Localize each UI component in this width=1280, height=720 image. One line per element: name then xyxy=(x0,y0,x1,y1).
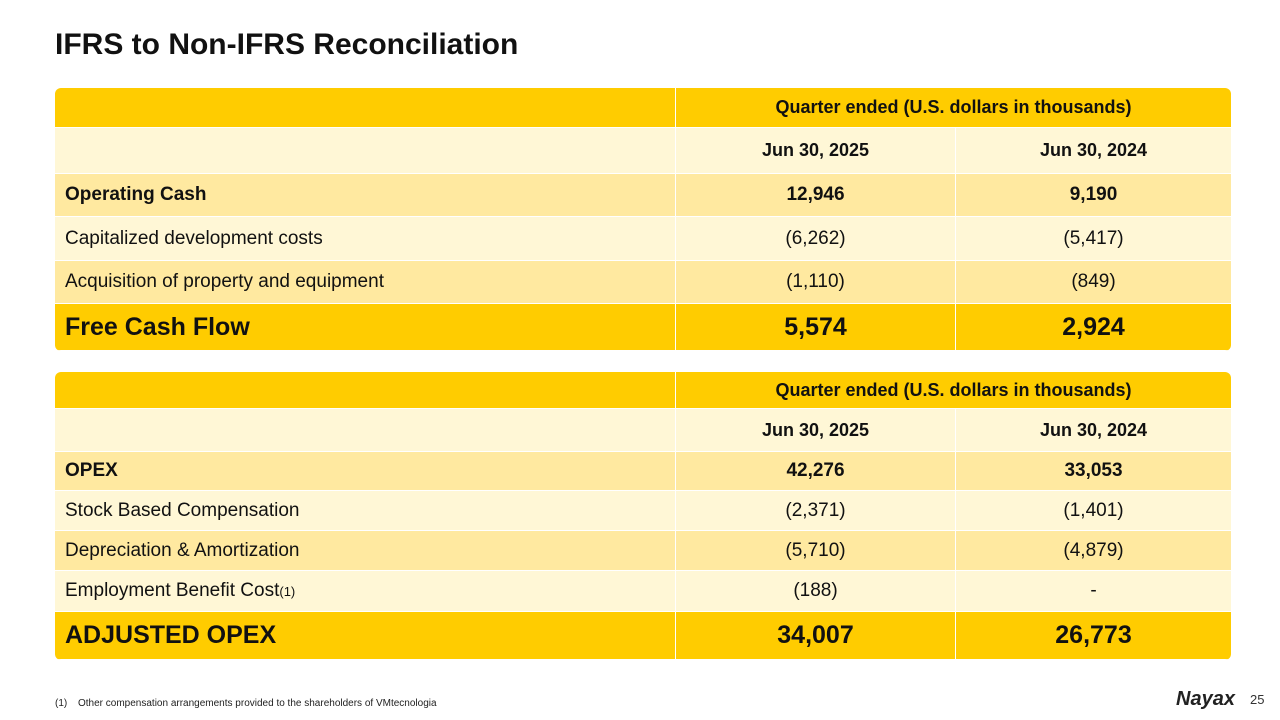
row-label: Employment Benefit Cost (1) xyxy=(55,571,675,611)
row-value: (5,417) xyxy=(955,217,1231,260)
data-row: Depreciation & Amortization (5,710) (4,879… xyxy=(55,531,1231,571)
row-value: - xyxy=(955,571,1231,611)
row-value: (2,371) xyxy=(675,491,955,530)
total-row: Free Cash Flow 5,574 2,924 xyxy=(55,304,1231,351)
data-row: Employment Benefit Cost (1) (188) - xyxy=(55,571,1231,612)
row-value: (6,262) xyxy=(675,217,955,260)
row-label-text: Stock Based Compensation xyxy=(65,499,300,521)
data-row: OPEX 42,276 33,053 xyxy=(55,452,1231,491)
data-row: Acquisition of property and equipment (1,… xyxy=(55,261,1231,304)
row-value: 33,053 xyxy=(955,452,1231,490)
title: IFRS to Non-IFRS Reconciliation xyxy=(55,28,519,61)
data-row: Operating Cash 12,946 9,190 xyxy=(55,174,1231,217)
footnote-marker: (1) xyxy=(55,698,68,709)
column-header-row: Jun 30, 2025 Jun 30, 2024 xyxy=(55,409,1231,452)
footnote-text: Other compensation arrangements provided… xyxy=(78,698,437,709)
group-header: Quarter ended (U.S. dollars in thousands… xyxy=(675,88,1231,127)
column-header: Jun 30, 2025 xyxy=(675,128,955,173)
row-value: (849) xyxy=(955,261,1231,303)
row-value: (5,710) xyxy=(675,531,955,570)
data-row: Stock Based Compensation (2,371) (1,401) xyxy=(55,491,1231,531)
total-value: 26,773 xyxy=(955,612,1231,659)
column-header-row: Jun 30, 2025 Jun 30, 2024 xyxy=(55,128,1231,174)
row-label-text: Operating Cash xyxy=(65,184,207,205)
column-header: Jun 30, 2025 xyxy=(675,409,955,451)
group-header-row: Quarter ended (U.S. dollars in thousands… xyxy=(55,372,1231,409)
row-label: Depreciation & Amortization xyxy=(55,531,675,570)
row-value: (1,110) xyxy=(675,261,955,303)
row-label: Stock Based Compensation xyxy=(55,491,675,530)
row-value: 9,190 xyxy=(955,174,1231,216)
row-label: Acquisition of property and equipment xyxy=(55,261,675,303)
row-label: Operating Cash xyxy=(55,174,675,216)
total-value: 5,574 xyxy=(675,304,955,350)
data-row: Capitalized development costs (6,262) (5,4… xyxy=(55,217,1231,261)
page-number: 25 xyxy=(1250,692,1265,707)
row-value: 12,946 xyxy=(675,174,955,216)
row-label: Capitalized development costs xyxy=(55,217,675,260)
total-label: Free Cash Flow xyxy=(65,312,250,341)
row-label: OPEX xyxy=(55,452,675,490)
row-label-text: OPEX xyxy=(65,460,118,481)
row-label-text: Employment Benefit Cost xyxy=(65,580,280,601)
total-value: 34,007 xyxy=(675,612,955,659)
column-header: Jun 30, 2024 xyxy=(955,409,1231,451)
row-label-text: Capitalized development costs xyxy=(65,227,323,249)
total-label: ADJUSTED OPEX xyxy=(65,621,277,649)
column-header: Jun 30, 2024 xyxy=(955,128,1231,173)
row-value: (4,879) xyxy=(955,531,1231,570)
group-header: Quarter ended (U.S. dollars in thousands… xyxy=(675,372,1231,408)
row-label-text: Acquisition of property and equipment xyxy=(65,271,384,292)
logo: Nayax xyxy=(1176,688,1235,710)
row-label-text: Depreciation & Amortization xyxy=(65,539,300,561)
total-value: 2,924 xyxy=(955,304,1231,350)
group-header-row: Quarter ended (U.S. dollars in thousands… xyxy=(55,88,1231,128)
table: Quarter ended (U.S. dollars in thousands… xyxy=(55,372,1231,660)
row-value: (188) xyxy=(675,571,955,611)
table: Quarter ended (U.S. dollars in thousands… xyxy=(55,88,1231,351)
note-marker: (1) xyxy=(279,583,296,599)
row-value: 42,276 xyxy=(675,452,955,490)
total-row: ADJUSTED OPEX 34,007 26,773 xyxy=(55,612,1231,660)
row-value: (1,401) xyxy=(955,491,1231,530)
